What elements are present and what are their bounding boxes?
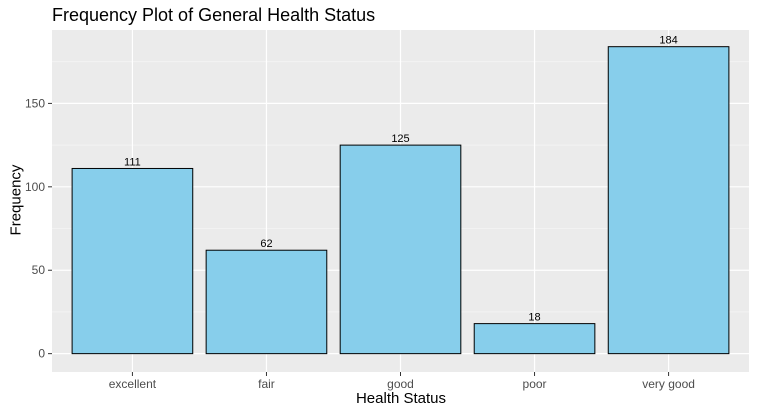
x-tick-label: good [387, 377, 414, 391]
x-tick-label: very good [642, 377, 695, 391]
bar-value-label: 111 [124, 156, 141, 168]
bar-good [339, 144, 462, 355]
bar-value-label: 125 [391, 133, 409, 145]
bar-very-good [607, 46, 730, 355]
y-tick-label: 0 [38, 347, 45, 361]
bar-value-label: 184 [659, 35, 677, 47]
bar-fair [205, 249, 328, 355]
x-tick-label: fair [258, 377, 275, 391]
chart-title: Frequency Plot of General Health Status [52, 5, 376, 25]
bar-value-label: 62 [260, 238, 272, 250]
bar-value-label: 18 [528, 312, 540, 324]
bar-excellent [71, 167, 194, 355]
x-axis-title: Health Status [355, 390, 447, 407]
x-tick-label: excellent [109, 377, 157, 391]
y-tick-label: 150 [25, 96, 45, 110]
x-tick-label: poor [523, 377, 547, 391]
bar-poor [473, 323, 596, 355]
y-tick-label: 100 [25, 180, 45, 194]
y-tick-label: 50 [32, 263, 46, 277]
